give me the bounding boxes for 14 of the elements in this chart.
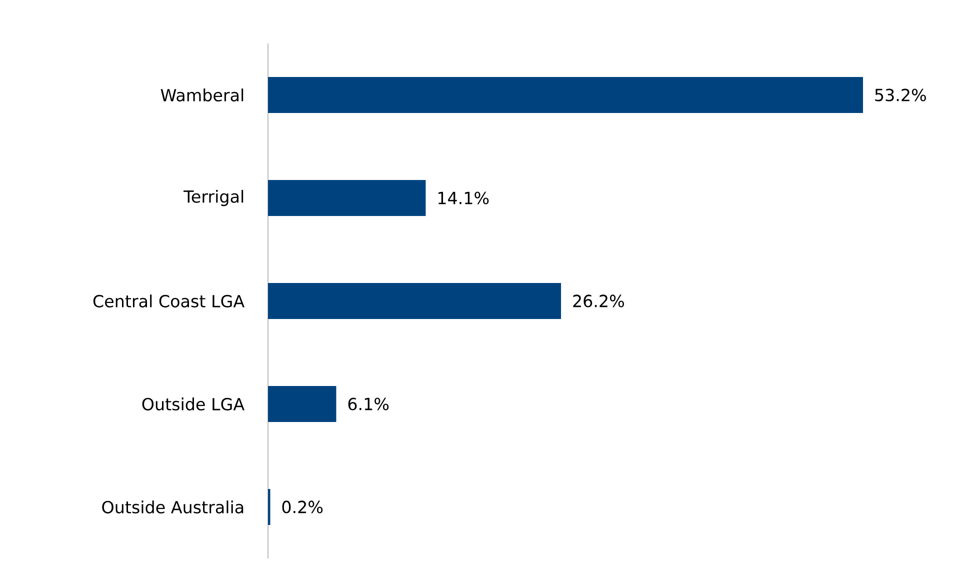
- y-tick-label: Central Coast LGA: [93, 294, 244, 308]
- y-tick-label: Terrigal: [184, 190, 244, 206]
- data-label: 0.2%: [282, 500, 323, 514]
- data-label: 14.1%: [438, 192, 489, 204]
- y-tick-label: Wamberal: [160, 88, 244, 102]
- bar: [268, 180, 426, 216]
- data-label: 26.2%: [573, 294, 624, 308]
- bar: [268, 77, 863, 113]
- bar: [268, 386, 336, 422]
- y-tick-label: Outside Australia: [102, 500, 244, 514]
- data-label: 6.1%: [348, 398, 389, 410]
- data-label: 53.2%: [875, 88, 926, 102]
- bar: [268, 283, 562, 320]
- y-tick-label: Outside LGA: [142, 398, 244, 410]
